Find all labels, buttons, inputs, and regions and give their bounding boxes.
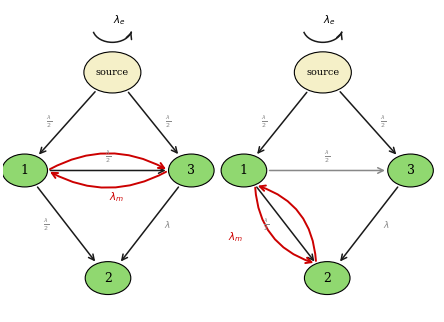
Circle shape bbox=[294, 52, 351, 93]
Text: $\frac{\lambda}{2}$: $\frac{\lambda}{2}$ bbox=[324, 148, 330, 165]
Circle shape bbox=[2, 154, 48, 187]
Text: 1: 1 bbox=[240, 164, 248, 177]
Text: $\frac{\lambda}{2}$: $\frac{\lambda}{2}$ bbox=[380, 113, 386, 130]
Circle shape bbox=[388, 154, 433, 187]
Text: $\lambda_m$: $\lambda_m$ bbox=[228, 230, 243, 244]
Circle shape bbox=[305, 262, 350, 295]
Text: 3: 3 bbox=[187, 164, 195, 177]
Text: $\frac{\lambda}{2}$: $\frac{\lambda}{2}$ bbox=[46, 113, 52, 130]
Text: $\frac{\lambda}{2}$: $\frac{\lambda}{2}$ bbox=[105, 148, 111, 165]
Text: source: source bbox=[306, 68, 339, 77]
Text: $\frac{\lambda}{2}$: $\frac{\lambda}{2}$ bbox=[44, 216, 50, 232]
Text: 2: 2 bbox=[323, 271, 331, 285]
Text: 2: 2 bbox=[104, 271, 112, 285]
Circle shape bbox=[169, 154, 214, 187]
Text: 3: 3 bbox=[407, 164, 415, 177]
Text: $\lambda_m$: $\lambda_m$ bbox=[109, 191, 124, 204]
Text: $\frac{\lambda}{2}$: $\frac{\lambda}{2}$ bbox=[263, 216, 269, 232]
Text: $\lambda$: $\lambda$ bbox=[383, 219, 390, 230]
Text: $\frac{\lambda}{2}$: $\frac{\lambda}{2}$ bbox=[261, 113, 267, 130]
Text: $\lambda_e$: $\lambda_e$ bbox=[323, 13, 336, 27]
Text: $\lambda_e$: $\lambda_e$ bbox=[113, 13, 125, 27]
Circle shape bbox=[84, 52, 141, 93]
Circle shape bbox=[85, 262, 131, 295]
Text: $\lambda$: $\lambda$ bbox=[164, 219, 170, 230]
Text: $\frac{\lambda}{2}$: $\frac{\lambda}{2}$ bbox=[165, 113, 172, 130]
Circle shape bbox=[221, 154, 267, 187]
Text: 1: 1 bbox=[21, 164, 29, 177]
Text: source: source bbox=[96, 68, 129, 77]
